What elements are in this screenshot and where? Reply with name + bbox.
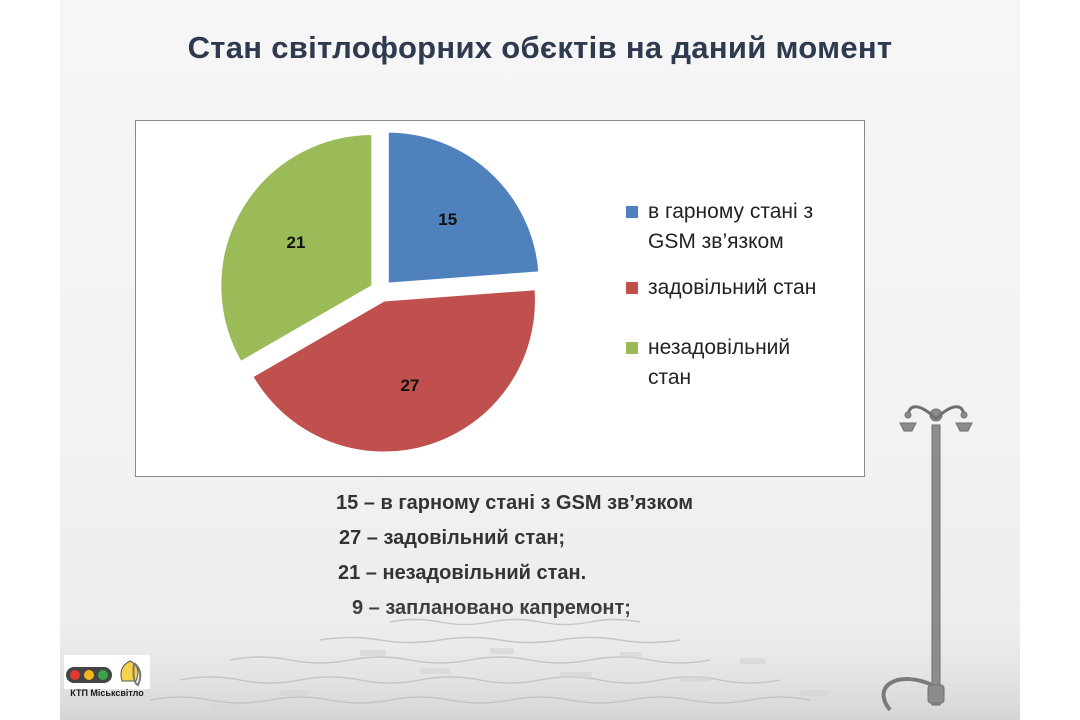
chart-legend: в гарному стані з GSM зв’язком задовільн… xyxy=(626,197,861,409)
company-logo: КТП Міськсвітло xyxy=(64,655,150,713)
pie-data-label: 21 xyxy=(287,233,306,252)
chart-area: 15 27 21 в гарному стані з GSM зв’язком за… xyxy=(135,120,865,477)
pie-chart: 15 27 21 xyxy=(219,130,541,454)
legend-item-good: в гарному стані з GSM зв’язком xyxy=(626,197,861,257)
legend-label: незадовільний xyxy=(648,336,791,359)
legend-label: в гарному стані з xyxy=(648,200,814,223)
pie-slice-unsatisfactory xyxy=(219,132,374,364)
legend-label: стан xyxy=(648,366,692,389)
legend-swatch xyxy=(626,342,638,354)
legend-swatch xyxy=(626,206,638,218)
paving-decoration xyxy=(60,600,1020,720)
legend-item-satisfactory: задовільний стан xyxy=(626,273,861,303)
pie-slice-good xyxy=(386,130,541,285)
legend-label: GSM зв’язком xyxy=(648,230,784,253)
street-lamp-decoration xyxy=(881,405,973,712)
summary-line: 27 – задовільний стан; xyxy=(339,527,566,549)
summary-line: 15 – в гарному стані з GSM зв’язком xyxy=(336,492,693,514)
legend-label: задовільний стан xyxy=(648,276,817,299)
pie-data-label: 15 xyxy=(438,210,457,229)
summary-line: 21 – незадовільний стан. xyxy=(338,562,587,584)
legend-item-unsatisfactory: незадовільний стан xyxy=(626,333,861,393)
pie-data-label: 27 xyxy=(400,376,419,395)
slide-title: Стан світлофорних обєктів на даний момен… xyxy=(187,30,893,65)
legend-swatch xyxy=(626,282,638,294)
logo-text: КТП Міськсвітло xyxy=(70,688,144,698)
pie-slice-satisfactory xyxy=(250,288,537,454)
